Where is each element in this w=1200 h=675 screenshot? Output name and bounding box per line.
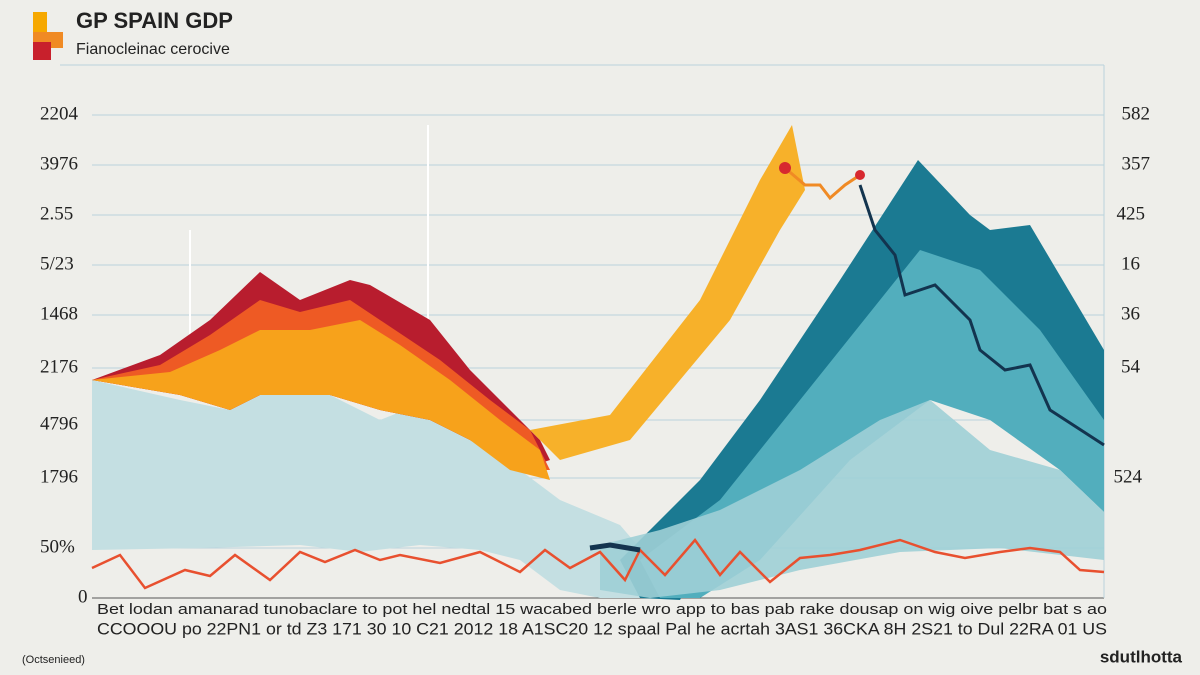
line-navy bbox=[858, 184, 1105, 447]
left-label: 2.55 bbox=[40, 203, 73, 224]
footer-right: sdutlhotta bbox=[1100, 647, 1183, 666]
line-orange bbox=[784, 166, 861, 201]
left-label: 1796 bbox=[40, 466, 78, 487]
band-yellow bbox=[530, 125, 805, 460]
left-label: 0 bbox=[78, 586, 88, 607]
left-label: 4796 bbox=[40, 413, 78, 434]
subtitle: Fianocleinac cerocive bbox=[76, 41, 230, 58]
left-label: 50% bbox=[40, 536, 75, 557]
left-label: 2204 bbox=[40, 103, 79, 124]
bottom-text: Bet lodan amanarad tunobaclare to pot he… bbox=[97, 601, 1107, 618]
dot bbox=[779, 162, 791, 174]
left-label: 3976 bbox=[40, 153, 78, 174]
left-label: 5/23 bbox=[40, 253, 74, 274]
dot bbox=[855, 170, 865, 180]
title: GP SPAIN GDP bbox=[76, 8, 233, 33]
line-navy-short bbox=[589, 542, 641, 553]
line-red bbox=[91, 537, 1105, 590]
left-label: 2176 bbox=[40, 356, 78, 377]
right-label: 582 bbox=[1122, 103, 1151, 124]
left-labels: 2204 3976 2.55 5/23 1468 2176 4796 1796 … bbox=[40, 103, 88, 607]
right-label: 36 bbox=[1121, 303, 1140, 324]
right-label: 425 bbox=[1117, 203, 1146, 224]
right-label: 357 bbox=[1122, 153, 1151, 174]
area-teal-pale bbox=[600, 400, 1104, 598]
bottom-text: CCOOOU po 22PN1 or td Z3 171 30 10 C21 2… bbox=[97, 619, 1107, 638]
area-amber bbox=[92, 320, 550, 480]
left-label: 1468 bbox=[40, 303, 78, 324]
right-label: 16 bbox=[1121, 253, 1140, 274]
footer-left: (Octsenieed) bbox=[22, 654, 85, 666]
logo-bar bbox=[33, 42, 51, 60]
right-label: 54 bbox=[1121, 356, 1141, 377]
area-pale bbox=[92, 380, 650, 598]
right-labels: 582 357 425 16 36 54 524 bbox=[1114, 103, 1151, 487]
right-label: 524 bbox=[1114, 466, 1143, 487]
